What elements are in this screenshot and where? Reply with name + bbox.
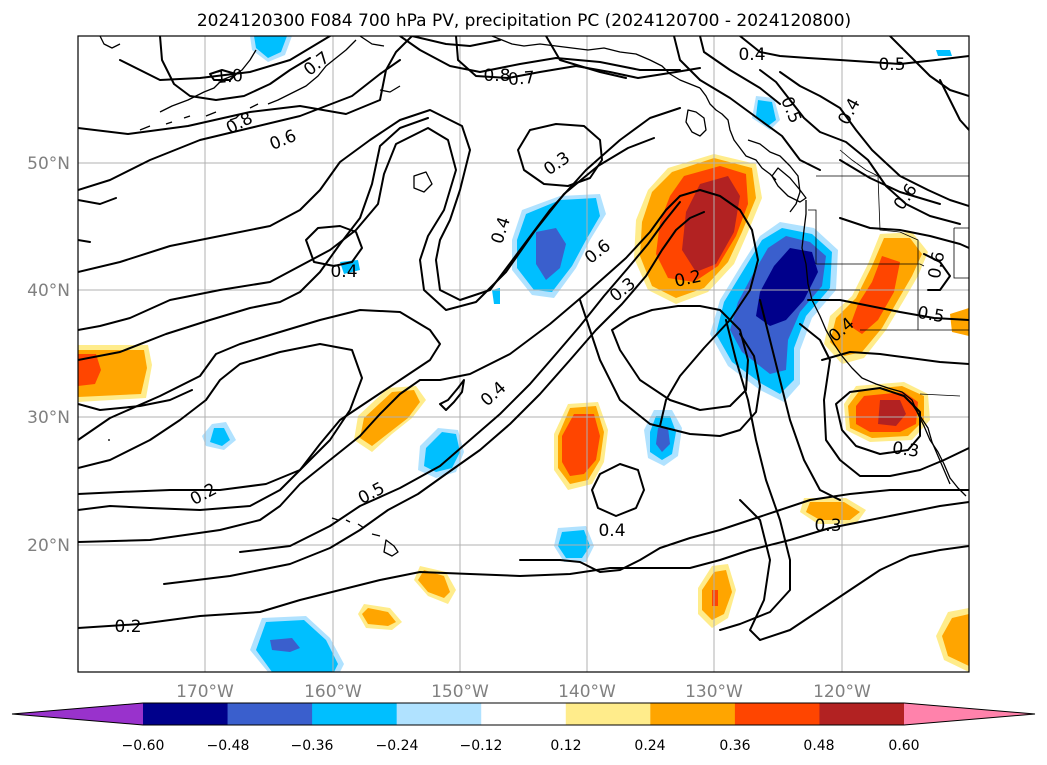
- contour-label: 0.2: [114, 617, 141, 637]
- colorbar-tick-label: −0.60: [122, 738, 165, 754]
- colorbar-segment: [481, 703, 567, 725]
- colorbar-segment: [312, 703, 398, 725]
- shade-positive-157w-inner: [362, 608, 396, 626]
- contour-label: 0.4: [598, 521, 625, 541]
- shade-positive-southeast-corner-inner: [942, 614, 969, 666]
- lon-label: 120°W: [813, 682, 871, 702]
- colorbar-segment: [734, 703, 820, 725]
- lat-label: 20°N: [27, 536, 70, 556]
- shade-negative-143w-core: [536, 228, 566, 280]
- lat-label: 30°N: [27, 408, 70, 428]
- lon-label: 150°W: [431, 682, 489, 702]
- shade-negative-151w-inner: [424, 432, 460, 472]
- shade-positive-155w-inner: [360, 390, 420, 446]
- colorbar-tick-label: 0.48: [803, 738, 834, 754]
- colorbar-extend-low: [12, 703, 143, 725]
- contour-label: 1.0: [215, 66, 244, 88]
- contour-label: 0.3: [814, 516, 841, 536]
- colorbar-tick-label: 0.36: [719, 738, 750, 754]
- lat-label: 40°N: [27, 281, 70, 301]
- colorbar-tick-label: −0.12: [460, 738, 503, 754]
- shade-positive-152w-inner: [418, 570, 450, 598]
- shade-positive-120w-31n-max: [878, 400, 906, 426]
- contour-label: 0.7: [507, 68, 536, 90]
- contour-label: 0.6: [925, 250, 949, 280]
- colorbar-tick-label: −0.36: [291, 738, 334, 754]
- contour-label: 0.4: [738, 45, 765, 65]
- longitude-labels: 170°W 160°W 150°W 140°W 130°W 120°W: [176, 682, 871, 702]
- contour-label: 0.8: [483, 66, 510, 86]
- colorbar-segment: [650, 703, 736, 725]
- shade-negative-134w-core: [656, 428, 670, 452]
- map-title: 2024120300 F084 700 hPa PV, precipitatio…: [197, 11, 851, 31]
- colorbar-labels: −0.60 −0.48 −0.36 −0.24 −0.12 0.12 0.24 …: [122, 738, 920, 754]
- colorbar-segment: [565, 703, 651, 725]
- colorbar-tick-label: −0.24: [376, 738, 419, 754]
- colorbar-segment: [396, 703, 482, 725]
- lon-label: 170°W: [176, 682, 234, 702]
- shade-negative-140w-20n-inner: [558, 530, 590, 558]
- shade-positive-140w-core: [562, 414, 600, 476]
- contour-label: 0.4: [330, 262, 357, 282]
- shade-negative-163w-core: [270, 638, 300, 652]
- shade-positive-130w-16n-core: [712, 590, 718, 606]
- colorbar-segment: [227, 703, 313, 725]
- shade-negative-northeast: [936, 50, 952, 56]
- lon-label: 140°W: [558, 682, 616, 702]
- lon-label: 160°W: [304, 682, 362, 702]
- shade-positive-121w-22n-inner: [806, 502, 860, 520]
- shade-negative-148w: [492, 288, 500, 304]
- pv-contours: [78, 36, 969, 641]
- colorbar-tick-label: 0.60: [888, 738, 919, 754]
- colorbar-extend-high: [904, 703, 1035, 725]
- latitude-labels: 50°N 40°N 30°N 20°N: [27, 154, 70, 556]
- shade-negative-125w-max: [756, 248, 818, 326]
- contour-label: 0.5: [916, 303, 946, 327]
- colorbar-tick-label: −0.48: [207, 738, 250, 754]
- contour-label: 0.3: [891, 438, 921, 462]
- colorbar-tick-label: 0.12: [550, 738, 581, 754]
- lat-label: 50°N: [27, 154, 70, 174]
- colorbar-segments: [12, 703, 1035, 725]
- contour-label: 0.5: [878, 55, 905, 75]
- coastlines: [99, 36, 969, 557]
- colorbar-tick-label: 0.24: [634, 738, 665, 754]
- map-area: 1.0 0.7 0.8 0.6 0.8 0.7 0.4 0.5 0.5 0.4 …: [77, 35, 970, 673]
- map-frame: [77, 35, 970, 673]
- shade-positive-east-edge: [950, 308, 969, 336]
- shade-negative-169w-inner: [210, 428, 230, 446]
- colorbar-segment: [143, 703, 229, 725]
- colorbar-outline: [11, 702, 1036, 726]
- shade-positive-west-edge-core: [78, 354, 101, 386]
- colorbar-segment: [819, 703, 905, 725]
- shade-negative-north-165w-inner: [254, 36, 287, 58]
- lon-label: 130°W: [685, 682, 743, 702]
- colorbar: −0.60 −0.48 −0.36 −0.24 −0.12 0.12 0.24 …: [11, 702, 1036, 754]
- shade-positive-117w-core: [850, 256, 900, 334]
